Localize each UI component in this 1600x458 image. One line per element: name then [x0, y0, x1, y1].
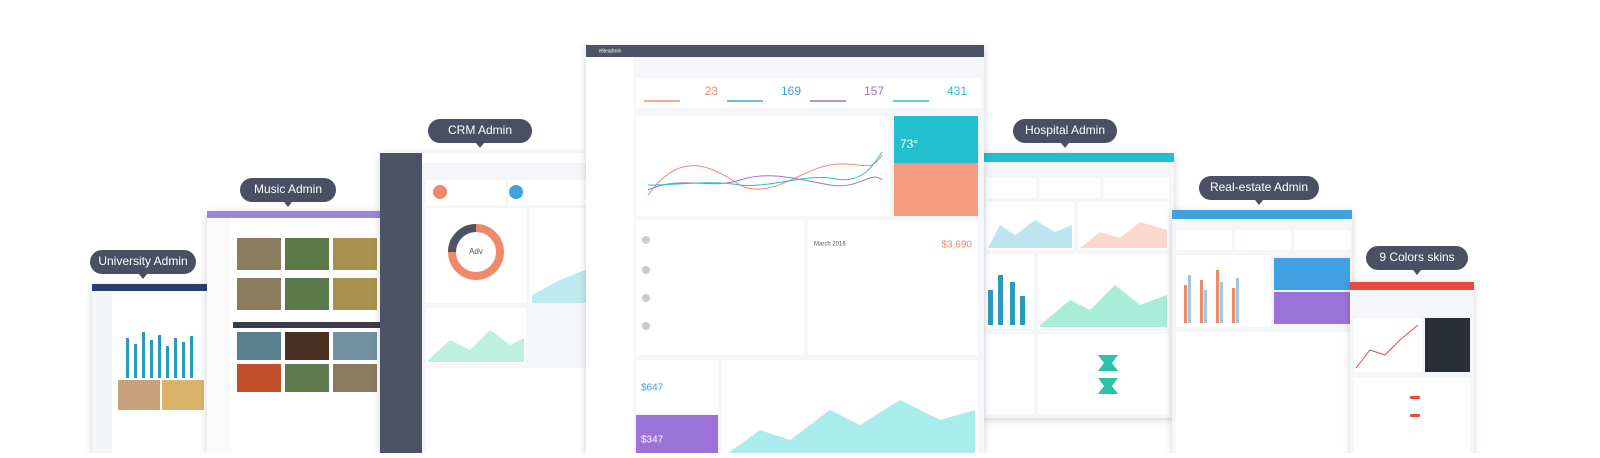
hospital-panel [980, 153, 1174, 418]
label: University Admin [98, 254, 187, 268]
label-pill: Hospital Admin [1013, 119, 1117, 148]
label-pill: University Admin [90, 250, 196, 279]
university-panel [92, 284, 214, 453]
label: CRM Admin [448, 123, 512, 137]
label: Hospital Admin [1025, 123, 1105, 137]
label: 9 Colors skins [1379, 250, 1454, 264]
skins-panel [1350, 282, 1474, 453]
earnings: $647 [641, 383, 664, 394]
label-pill: 9 Colors skins [1366, 246, 1468, 275]
stat: 169 [781, 84, 801, 98]
label: Real-estate Admin [1210, 180, 1308, 194]
brand: eliteadmin [599, 48, 622, 54]
sales: $3,690 [941, 240, 972, 251]
label-pill: CRM Admin [428, 119, 532, 148]
weather: 73° [900, 137, 918, 151]
real-estate-panel [1172, 210, 1352, 453]
label-pill: Real-estate Admin [1199, 176, 1319, 205]
revenue: $347 [641, 435, 664, 446]
stat: 157 [864, 84, 884, 98]
month: March 2016 [814, 242, 846, 248]
stat: 23 [705, 84, 719, 98]
donut-label: Adv [469, 247, 483, 256]
main-dashboard: eliteadmin 23 169 157 431 73° March 2016… [586, 45, 984, 453]
stat: 431 [947, 84, 967, 98]
crm-panel [380, 153, 590, 453]
label-pill: Music Admin [240, 178, 336, 207]
label: Music Admin [254, 182, 322, 196]
music-panel [207, 211, 380, 453]
